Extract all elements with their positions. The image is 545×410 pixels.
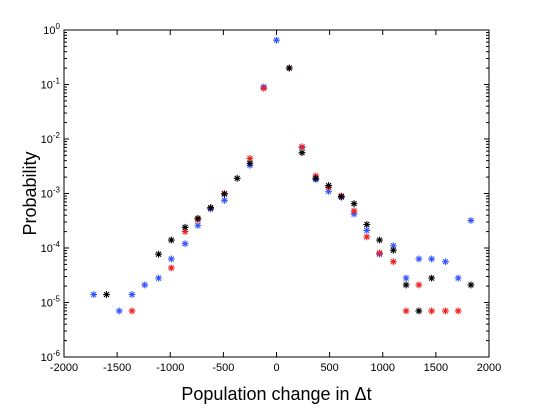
- data-point: [415, 281, 423, 289]
- data-point: [389, 246, 397, 254]
- data-point: [312, 174, 320, 182]
- data-point: [167, 236, 175, 244]
- data-point: [363, 233, 371, 241]
- data-point: [90, 291, 98, 298]
- x-tick-label: 1500: [424, 362, 448, 374]
- data-point: [402, 307, 410, 315]
- data-point: [325, 187, 332, 195]
- data-point: [363, 221, 371, 228]
- data-point: [402, 274, 410, 282]
- y-tick-label: 10-2: [41, 131, 61, 146]
- series-2: [128, 64, 462, 315]
- data-point: [442, 307, 449, 315]
- y-tick-label: 10-6: [41, 349, 61, 364]
- data-point: [260, 84, 268, 92]
- x-tick-label: -1500: [103, 362, 131, 374]
- data-point: [454, 274, 462, 282]
- data-point: [442, 258, 449, 266]
- data-point: [246, 159, 254, 167]
- data-point: [181, 240, 189, 248]
- data-point: [298, 149, 306, 157]
- data-point: [428, 274, 436, 282]
- y-tick-label: 10-1: [41, 77, 61, 92]
- data-point: [325, 182, 332, 189]
- data-point: [389, 242, 397, 250]
- data-point: [428, 255, 436, 263]
- data-point: [181, 223, 189, 231]
- x-tick-label: -1000: [156, 362, 184, 374]
- y-tick-label: 10-4: [41, 240, 61, 255]
- data-point: [467, 217, 475, 224]
- y-axis-label: Probability: [20, 151, 40, 235]
- data-point: [454, 307, 462, 315]
- data-point: [233, 174, 241, 182]
- data-point: [181, 228, 189, 235]
- x-tick-label: 2000: [477, 362, 501, 374]
- data-point: [221, 196, 228, 204]
- data-point: [155, 274, 162, 282]
- data-point: [402, 281, 410, 289]
- data-point: [415, 255, 423, 263]
- data-point: [350, 200, 358, 208]
- data-point: [155, 250, 162, 258]
- data-point: [428, 307, 436, 315]
- y-tick-label: 100: [43, 22, 60, 37]
- data-point: [389, 258, 397, 266]
- data-points: [90, 36, 475, 315]
- data-point: [363, 227, 371, 234]
- y-tick-label: 10-3: [41, 186, 61, 201]
- data-point: [298, 143, 306, 151]
- data-point: [337, 193, 345, 200]
- data-point: [141, 281, 149, 289]
- axis-ticks: -2000 -1500 -1000 -500 0 500 1000 1500 2000 100 10…: [41, 22, 502, 374]
- data-point: [194, 214, 202, 222]
- data-point: [194, 221, 202, 229]
- y-tick-label: 10-5: [41, 295, 61, 310]
- series-3: [103, 64, 475, 315]
- x-tick-label: 0: [273, 362, 279, 374]
- data-point: [128, 307, 136, 315]
- data-point: [207, 204, 215, 212]
- x-tick-label: 1000: [371, 362, 395, 374]
- data-point: [221, 190, 228, 198]
- data-point: [285, 64, 293, 72]
- data-point: [167, 264, 175, 272]
- data-point: [128, 291, 136, 298]
- x-tick-label: 500: [320, 362, 338, 374]
- data-point: [376, 236, 383, 244]
- data-point: [415, 307, 423, 315]
- x-tick-label: -500: [212, 362, 234, 374]
- data-point: [350, 207, 358, 215]
- series-1: [90, 36, 475, 315]
- data-point: [273, 36, 280, 44]
- x-axis-label: Population change in Δt: [181, 384, 371, 404]
- data-point: [115, 307, 123, 315]
- data-point: [167, 255, 175, 263]
- data-point: [467, 281, 475, 289]
- data-point: [376, 249, 383, 257]
- data-point: [246, 155, 254, 162]
- x-tick-label: -2000: [50, 362, 78, 374]
- data-point: [103, 291, 110, 298]
- plot-frame: [63, 29, 490, 358]
